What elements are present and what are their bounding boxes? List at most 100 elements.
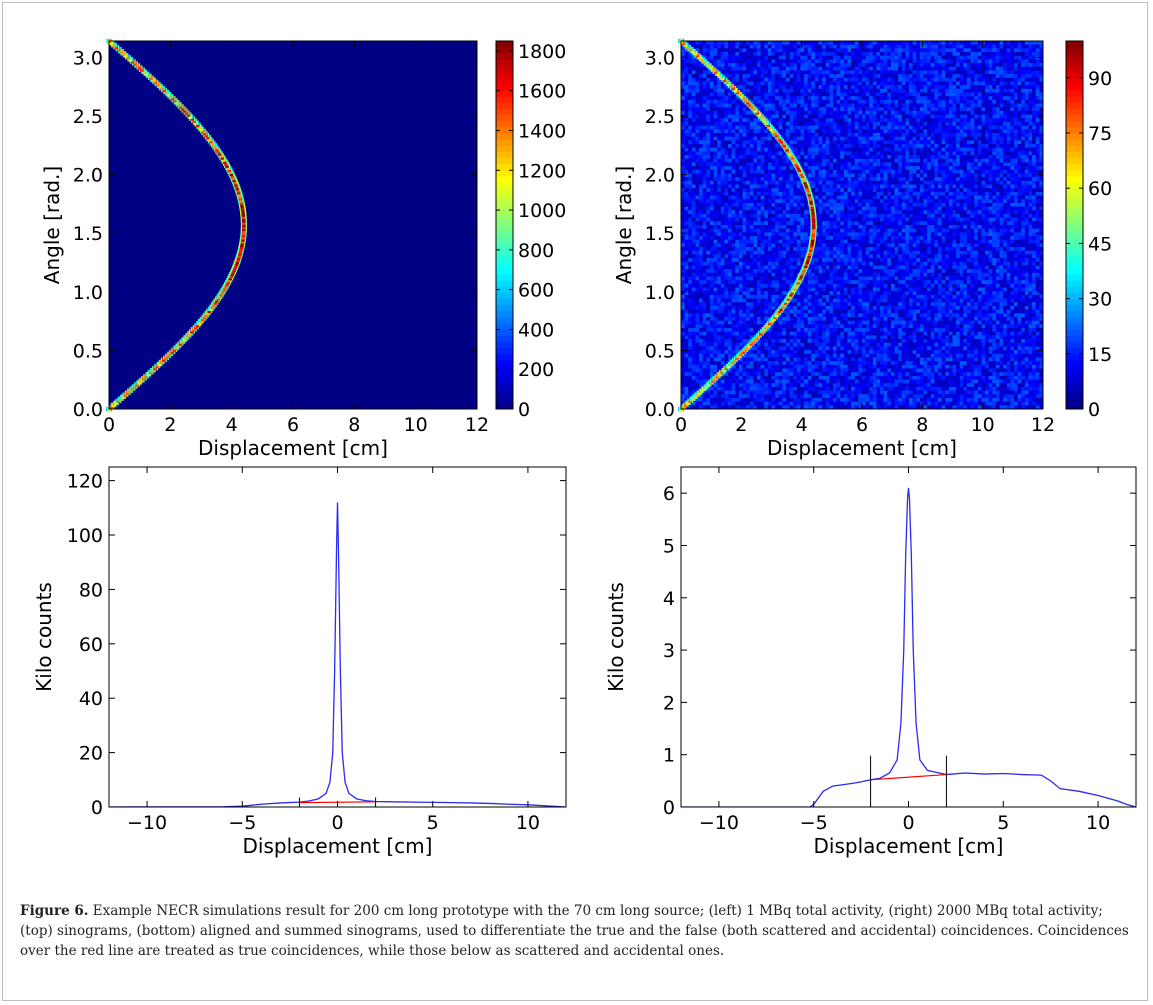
- heatmap-cell: [764, 144, 769, 149]
- colorbar-segment: [496, 255, 513, 263]
- colorbar-segment: [496, 188, 513, 195]
- heatmap-cell: [1039, 129, 1044, 134]
- heatmap-cell: [717, 66, 722, 71]
- heatmap-cell: [876, 133, 881, 137]
- heatmap-cell: [843, 81, 848, 86]
- heatmap-cell: [684, 66, 689, 71]
- heatmap-cell: [771, 188, 776, 193]
- heatmap-cell: [695, 96, 700, 101]
- heatmap-cell: [970, 103, 975, 108]
- heatmap-cell: [789, 96, 794, 101]
- heatmap-cell: [695, 155, 700, 160]
- heatmap-cell: [840, 81, 845, 86]
- heatmap-cell: [1032, 199, 1037, 204]
- heatmap-cell: [757, 81, 761, 86]
- heatmap-cell: [981, 151, 986, 156]
- heatmap-cell: [825, 188, 830, 193]
- heatmap-cell: [688, 184, 693, 189]
- heatmap-cell: [869, 151, 874, 156]
- heatmap-cell: [898, 96, 903, 101]
- heatmap-cell: [880, 92, 885, 97]
- heatmap-cell: [782, 52, 787, 57]
- heatmap-cell: [934, 99, 939, 104]
- heatmap-cell: [854, 59, 859, 64]
- heatmap-cell: [985, 144, 989, 149]
- heatmap-cell: [1032, 133, 1037, 137]
- heatmap-cell: [720, 125, 725, 130]
- heatmap-cell: [681, 169, 685, 174]
- heatmap-cell: [811, 169, 816, 174]
- heatmap-cell: [843, 96, 848, 101]
- heatmap-cell: [825, 169, 830, 174]
- heatmap-cell: [963, 191, 968, 196]
- heatmap-cell: [728, 180, 732, 185]
- heatmap-cell: [825, 136, 830, 141]
- heatmap-cell: [1017, 81, 1022, 86]
- heatmap-cell: [749, 158, 754, 163]
- heatmap-cell: [862, 184, 866, 189]
- heatmap-cell: [887, 74, 892, 79]
- heatmap-cell: [919, 63, 924, 68]
- heatmap-cell: [760, 92, 765, 97]
- heatmap-cell: [923, 184, 928, 189]
- heatmap-cell: [789, 85, 794, 90]
- heatmap-cell: [898, 55, 903, 60]
- heatmap-cell: [738, 99, 743, 104]
- heatmap-cell: [872, 184, 877, 189]
- colorbar-tick-label: 1000: [518, 200, 566, 222]
- heatmap-cell: [702, 129, 707, 134]
- heatmap-cell: [854, 184, 859, 189]
- heatmap-cell: [793, 191, 798, 196]
- heatmap-cell: [956, 125, 961, 130]
- heatmap-cell: [767, 129, 772, 134]
- heatmap-cell: [883, 202, 888, 207]
- heatmap-cell: [865, 188, 870, 193]
- heatmap-cell: [985, 184, 989, 189]
- heatmap-cell: [847, 169, 852, 174]
- heatmap-cell: [699, 66, 704, 71]
- heatmap-cell: [977, 177, 982, 182]
- heatmap-cell: [865, 125, 870, 130]
- heatmap-cell: [1039, 107, 1044, 112]
- heatmap-cell: [782, 195, 787, 200]
- heatmap-cell: [728, 155, 732, 160]
- heatmap-cell: [796, 55, 801, 60]
- heatmap-cell: [796, 114, 801, 119]
- heatmap-cell: [1035, 125, 1040, 130]
- heatmap-cell: [796, 191, 801, 196]
- heatmap-cell: [709, 184, 714, 189]
- heatmap-cell: [829, 63, 834, 68]
- heatmap-cell: [909, 166, 913, 171]
- heatmap-cell: [894, 96, 899, 101]
- heatmap-cell: [862, 147, 866, 152]
- heatmap-cell: [840, 70, 845, 75]
- heatmap-cell: [757, 55, 761, 60]
- heatmap-cell: [880, 114, 885, 119]
- heatmap-cell: [847, 162, 852, 167]
- heatmap-cell: [804, 147, 808, 152]
- heatmap-cell: [872, 147, 877, 152]
- heatmap-cell: [938, 151, 942, 156]
- heatmap-cell: [927, 77, 932, 82]
- heatmap-cell: [1024, 107, 1029, 112]
- heatmap-cell: [847, 77, 852, 82]
- heatmap-cell: [851, 44, 856, 49]
- heatmap-cell: [941, 44, 946, 49]
- heatmap-cell: [923, 52, 928, 57]
- heatmap-cell: [999, 162, 1004, 167]
- colorbar-tick-label: 800: [518, 240, 554, 262]
- heatmap-cell: [753, 85, 758, 90]
- heatmap-cell: [818, 77, 823, 82]
- heatmap-cell: [713, 173, 718, 178]
- heatmap-cell: [746, 77, 751, 82]
- heatmap-cell: [869, 177, 874, 182]
- heatmap-cell: [988, 110, 993, 115]
- heatmap-cell: [749, 144, 754, 149]
- heatmap-cell: [760, 85, 765, 90]
- heatmap-cell: [699, 133, 704, 137]
- heatmap-cell: [1035, 140, 1040, 145]
- heatmap-cell: [778, 173, 783, 178]
- heatmap-cell: [887, 169, 892, 174]
- heatmap-cell: [894, 44, 899, 49]
- heatmap-cell: [938, 55, 942, 60]
